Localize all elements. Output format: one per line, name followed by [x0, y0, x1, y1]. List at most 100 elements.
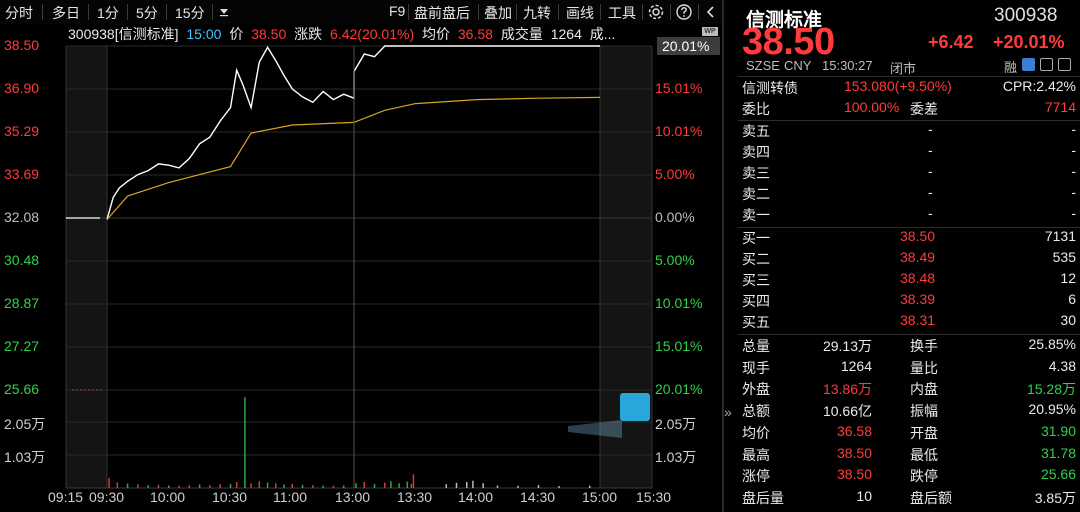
toolbar-divider	[212, 4, 213, 20]
pct-tick: 15.01%	[655, 338, 703, 354]
bid-level-label: 买四	[742, 293, 770, 309]
avg-label: 均价	[422, 26, 450, 42]
wc-value: 7714	[1044, 99, 1076, 115]
time-tick: 14:30	[520, 489, 556, 505]
stat-value: 3.85万	[1034, 489, 1076, 506]
quote-time: 15:30:27	[822, 58, 873, 73]
pct-tick: 10.01%	[655, 295, 703, 311]
stats-row: 均价 36.58 开盘 31.90	[742, 423, 1076, 444]
volume-tick: 1.03万	[655, 449, 697, 465]
time-tick: 15:30	[636, 489, 672, 505]
td-nine-button[interactable]: 九转	[523, 5, 551, 21]
tab-intraday[interactable]: 分时	[5, 5, 33, 21]
toolbar-divider	[408, 4, 409, 20]
bid-level-row[interactable]: 买五 38.31 30	[742, 312, 1076, 333]
last-price: 38.50	[742, 21, 835, 63]
bid-level-row[interactable]: 买三 38.48 12	[742, 270, 1076, 291]
ask-level-row[interactable]: 卖二 - -	[742, 184, 1076, 205]
pre-post-market-button[interactable]: 盘前盘后	[414, 5, 470, 21]
bid-level-row[interactable]: 买四 38.39 6	[742, 291, 1076, 312]
bid-volume: 6	[1068, 291, 1076, 307]
ask-level-row[interactable]: 卖一 - -	[742, 205, 1076, 226]
gear-icon[interactable]	[647, 3, 665, 21]
panel-divider-line	[738, 227, 1080, 228]
window-icon[interactable]	[1058, 58, 1071, 71]
wp-badge: WP	[702, 27, 718, 36]
tab-1min[interactable]: 1分	[97, 5, 119, 21]
caret-down-icon[interactable]	[215, 3, 233, 21]
bid-price: 38.48	[900, 270, 936, 286]
intraday-chart[interactable]: 300938[信测标准] 15:00 价 38.50 涨跌 6.42(20.01…	[0, 24, 722, 512]
ask-volume: -	[1071, 184, 1076, 200]
order-ratio-row: 委比 100.00% 委差 7714	[742, 99, 1076, 120]
stat-label: 盘后额	[910, 489, 952, 506]
pre-market-shade	[66, 46, 107, 488]
panel-divider-line	[738, 334, 1080, 335]
help-icon[interactable]	[675, 3, 693, 21]
convertible-bond-row[interactable]: 信测转债 153.080(+9.50%) CPR:2.42%	[742, 78, 1076, 99]
stats-row: 现手 1264 量比 4.38	[742, 358, 1076, 379]
pct-tick: 15.01%	[655, 80, 703, 96]
bid-level-label: 买三	[742, 272, 770, 288]
price-volume-chart	[65, 45, 653, 489]
stat-label: 振幅	[910, 403, 938, 420]
tools-button[interactable]: 工具	[608, 5, 636, 21]
ask-price: -	[928, 184, 933, 200]
pct-tick: 20.01%	[655, 381, 703, 397]
price-tick: 28.87	[4, 295, 40, 311]
bid-level-label: 买一	[742, 230, 770, 246]
overlay-button[interactable]: 叠加	[484, 5, 512, 21]
stat-label: 涨停	[742, 468, 770, 485]
bid-level-row[interactable]: 买一 38.50 7131	[742, 228, 1076, 249]
market-status: 闭市	[890, 61, 917, 76]
tab-15min[interactable]: 15分	[175, 5, 205, 21]
price-tick: 30.48	[4, 252, 40, 268]
bid-price: 38.49	[900, 249, 936, 265]
tab-5min[interactable]: 5分	[136, 5, 158, 21]
edit-icon[interactable]	[1022, 58, 1035, 71]
currency: CNY	[784, 58, 812, 73]
bid-price: 38.31	[900, 312, 936, 328]
draw-line-button[interactable]: 画线	[566, 5, 594, 21]
chevron-left-icon[interactable]	[702, 3, 720, 21]
bond-value: 153.080(+9.50%)	[844, 78, 952, 94]
stat-value: 1264	[840, 357, 872, 374]
stat-label: 均价	[742, 424, 770, 441]
bid-level-row[interactable]: 买二 38.49 535	[742, 249, 1076, 270]
bid-volume: 535	[1052, 249, 1076, 265]
time-tick: 13:00	[335, 489, 371, 505]
time-tick: 09:30	[89, 489, 125, 505]
change-label: 涨跌	[294, 26, 323, 42]
ask-level-row[interactable]: 卖四 - -	[742, 142, 1076, 163]
time-tick: 14:00	[458, 489, 494, 505]
quote-info-line: 300938[信测标准] 15:00 价 38.50 涨跌 6.42(20.01…	[68, 24, 619, 44]
pct-tick: 0.00%	[655, 209, 695, 225]
stat-value: 25.66	[1040, 466, 1076, 483]
stats-row: 最高 38.50 最低 31.78	[742, 445, 1076, 466]
toolbar-divider	[42, 4, 43, 20]
bid-price: 38.39	[900, 291, 936, 307]
float-widget-icon	[620, 393, 650, 421]
collapse-panel-button[interactable]: »	[724, 404, 732, 420]
panel-divider[interactable]	[722, 0, 724, 512]
stat-value: 13.86万	[822, 381, 872, 398]
volume-value: 1264	[550, 26, 582, 42]
price-line	[106, 45, 600, 220]
toolbar-divider	[88, 4, 89, 20]
f9-button[interactable]: F9	[389, 3, 406, 19]
ask-level-row[interactable]: 卖三 - -	[742, 163, 1076, 184]
price-tick: 27.27	[4, 338, 40, 354]
ask-level-row[interactable]: 卖五 - -	[742, 121, 1076, 142]
price-label: 价	[229, 26, 244, 42]
tab-multi-day[interactable]: 多日	[52, 5, 80, 21]
ask-volume: -	[1071, 205, 1076, 221]
stat-label: 换手	[910, 338, 938, 354]
expand-icon[interactable]	[1040, 58, 1053, 71]
toolbar-divider	[642, 4, 643, 20]
ask-level-label: 卖三	[742, 165, 770, 181]
toolbar-divider	[516, 4, 517, 20]
ask-level-label: 卖四	[742, 144, 770, 160]
bid-level-label: 买五	[742, 314, 770, 330]
stat-label: 跌停	[910, 468, 938, 485]
average-price-line	[106, 96, 601, 220]
